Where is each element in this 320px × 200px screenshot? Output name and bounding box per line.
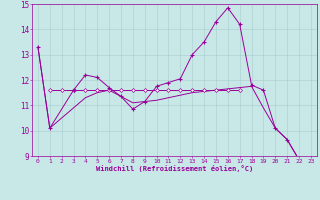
X-axis label: Windchill (Refroidissement éolien,°C): Windchill (Refroidissement éolien,°C) xyxy=(96,165,253,172)
